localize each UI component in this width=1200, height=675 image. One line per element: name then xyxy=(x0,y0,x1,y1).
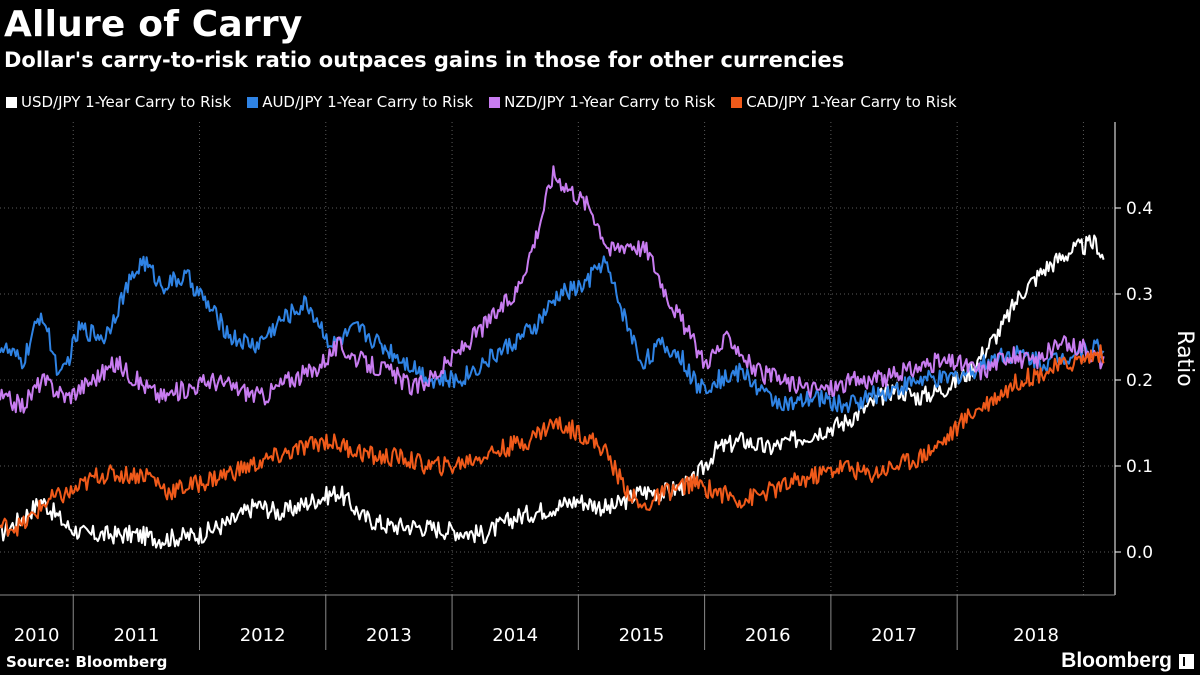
series-line-nzd-jpy xyxy=(0,165,1105,414)
legend-swatch-aud-jpy xyxy=(247,96,259,108)
legend-swatch-nzd-jpy xyxy=(489,96,501,108)
legend-item-usd-jpy: USD/JPY 1-Year Carry to Risk xyxy=(6,92,231,112)
source-note: Source: Bloomberg xyxy=(6,653,168,671)
x-tick-label: 2017 xyxy=(871,625,917,646)
brand-logo-text: Bloomberg xyxy=(1061,649,1172,672)
legend-label-usd-jpy: USD/JPY 1-Year Carry to Risk xyxy=(21,93,232,111)
y-tick-label: 0.3 xyxy=(1126,285,1153,305)
y-tick-label: 0.1 xyxy=(1126,457,1153,477)
chart-title: Allure of Carry xyxy=(4,4,303,45)
chart-subtitle: Dollar's carry-to-risk ratio outpaces ga… xyxy=(4,48,845,72)
x-tick-label: 2013 xyxy=(366,625,412,646)
line-chart: 0.0 0.1 0.2 0.3 0.4 2010 2011 2012 2013 2014 2015 2… xyxy=(0,122,1197,650)
x-tick-label: 2014 xyxy=(492,625,538,646)
x-tick-label: 2016 xyxy=(745,625,791,646)
y-axis-title: Ratio xyxy=(1172,330,1197,386)
series-line-aud-jpy xyxy=(0,255,1105,414)
series-line-cad-jpy xyxy=(0,344,1105,537)
y-tick-label: 0.0 xyxy=(1126,543,1153,563)
series-line-usd-jpy xyxy=(0,234,1105,550)
x-tick-label: 2012 xyxy=(240,625,286,646)
brand-mark-icon xyxy=(1179,654,1194,669)
y-tick-label: 0.4 xyxy=(1126,199,1153,219)
legend-label-nzd-jpy: NZD/JPY 1-Year Carry to Risk xyxy=(504,93,716,111)
legend-item-nzd-jpy: NZD/JPY 1-Year Carry to Risk xyxy=(489,92,715,112)
legend-label-cad-jpy: CAD/JPY 1-Year Carry to Risk xyxy=(746,93,957,111)
x-tick-label: 2010 xyxy=(14,625,60,646)
y-tick-label: 0.2 xyxy=(1126,371,1153,391)
x-tick-label: 2015 xyxy=(619,625,665,646)
legend-item-cad-jpy: CAD/JPY 1-Year Carry to Risk xyxy=(731,92,957,112)
legend-item-aud-jpy: AUD/JPY 1-Year Carry to Risk xyxy=(247,92,473,112)
x-tick-label: 2018 xyxy=(1013,625,1059,646)
legend-swatch-usd-jpy xyxy=(6,96,17,108)
x-tick-label: 2011 xyxy=(113,625,159,646)
legend-label-aud-jpy: AUD/JPY 1-Year Carry to Risk xyxy=(262,93,474,111)
legend-swatch-cad-jpy xyxy=(731,96,743,108)
legend: USD/JPY 1-Year Carry to Risk AUD/JPY 1-Y… xyxy=(6,92,957,112)
